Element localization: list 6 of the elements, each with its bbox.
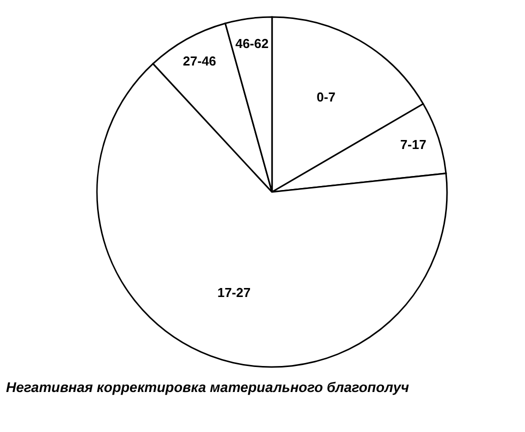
slice-label: 17-27 <box>217 285 251 300</box>
slice-label: 7-17 <box>400 137 426 152</box>
slice-label: 27-46 <box>182 54 216 69</box>
slice-label: 0-7 <box>316 89 336 104</box>
text: Негативная корректировка материального благополуч <box>6 379 410 395</box>
slice-label: 46-62 <box>235 36 269 52</box>
